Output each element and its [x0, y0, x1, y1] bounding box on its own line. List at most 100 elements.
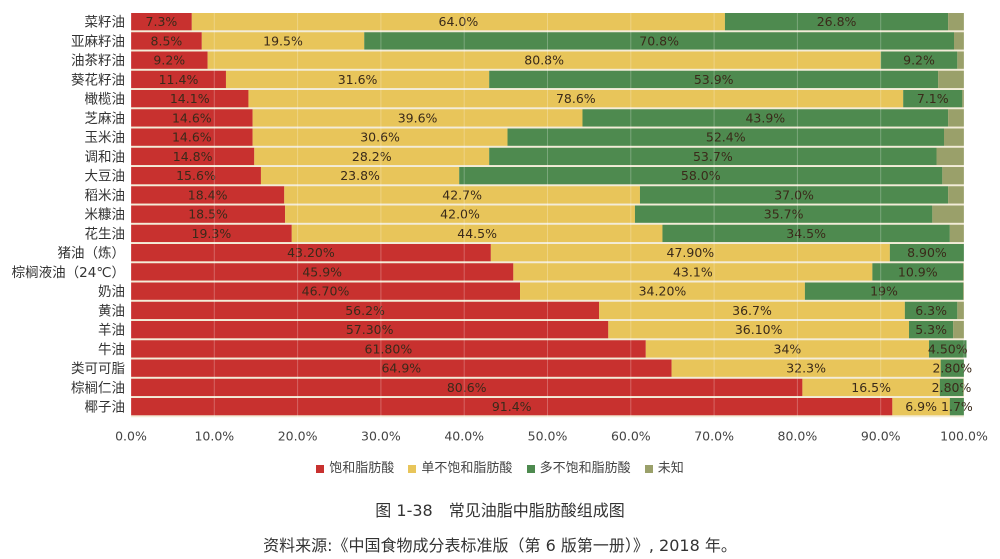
category-label: 棕榈液油（24℃） [12, 265, 125, 281]
data-label: 45.9% [302, 264, 342, 279]
data-label: 8.90% [907, 245, 947, 260]
legend-item-polyunsaturated: 多不饱和脂肪酸 [526, 457, 631, 476]
bar-segment [254, 147, 490, 166]
bar-segment [131, 359, 672, 377]
data-label: 6.9% [905, 399, 937, 414]
data-label: 35.7% [764, 207, 804, 222]
data-label: 37.0% [774, 187, 814, 202]
bar-segment [131, 340, 646, 358]
bar-segment [131, 282, 521, 300]
bar-segment [932, 205, 964, 223]
x-tick-label: 80.0% [778, 428, 818, 443]
data-label: 64.0% [439, 14, 479, 29]
bar-segment [131, 321, 609, 339]
category-label: 橄榄油 [85, 91, 126, 108]
bar-segment [940, 359, 964, 377]
bar-segment [892, 398, 950, 416]
category-label: 牛油 [98, 342, 125, 358]
bar-segment [963, 378, 964, 397]
bar-segment [962, 90, 964, 108]
data-label: 11.4% [159, 72, 199, 87]
data-label: 34.20% [639, 284, 687, 299]
legend-swatch [408, 464, 417, 473]
data-label: 78.6% [556, 91, 596, 106]
legend-label: 多不饱和脂肪酸 [539, 461, 631, 476]
bar-segment [507, 128, 945, 146]
data-label: 53.7% [693, 149, 733, 164]
bar-segment [131, 147, 255, 166]
bar-segment [131, 32, 202, 50]
bar-segment [929, 340, 967, 358]
bar-segment [131, 301, 600, 320]
bar-segment [599, 301, 905, 320]
bar-segment [948, 109, 964, 127]
data-label: 5.3% [915, 322, 947, 337]
bar-segment [131, 109, 253, 127]
bar-segment [957, 51, 964, 69]
x-tick-label: 100.0% [940, 428, 988, 443]
data-label: 8.5% [151, 33, 183, 48]
x-tick-label: 30.0% [361, 428, 401, 443]
data-label: 36.10% [735, 322, 783, 337]
category-label: 菜籽油 [85, 15, 126, 31]
data-label: 2.80% [932, 380, 972, 395]
bar-segment [953, 321, 964, 339]
bar-segment [131, 205, 286, 223]
stacked-bar-chart: 菜籽油 7.3% 64.0% 26.8% 亚麻籽油 8.5% 19.5% 70.8% 油茶籽油 9… [12, 13, 988, 443]
bar-segment [131, 263, 514, 281]
bar-segment [225, 70, 490, 89]
x-tick-label: 90.0% [861, 428, 901, 443]
category-label: 玉米油 [85, 130, 126, 146]
data-label: 34.5% [786, 226, 826, 241]
bar-segment [936, 147, 964, 166]
x-tick-label: 50.0% [528, 428, 568, 443]
data-label: 9.2% [153, 53, 185, 68]
bar-segment [490, 244, 890, 262]
category-label: 调和油 [85, 149, 126, 165]
bar-segment [903, 90, 963, 108]
category-label: 椰子油 [85, 400, 126, 416]
data-label: 46.70% [302, 284, 350, 299]
category-label: 羊油 [98, 323, 125, 339]
legend-item-unknown: 未知 [644, 457, 684, 476]
x-tick-label: 10.0% [194, 428, 234, 443]
bar-segment [608, 321, 910, 339]
data-label: 58.0% [681, 168, 721, 183]
bar-segment [489, 70, 939, 89]
category-label: 芝麻油 [85, 111, 126, 127]
bar-segment [802, 378, 940, 397]
bar-segment [671, 359, 941, 377]
category-label: 米糠油 [85, 206, 126, 223]
bar-segment [131, 244, 491, 262]
data-label: 56.2% [345, 303, 385, 318]
bar-segment [131, 128, 253, 146]
data-label: 6.3% [915, 303, 947, 318]
bar-segment [131, 13, 192, 31]
bar-segment [957, 301, 964, 320]
data-label: 2.80% [932, 361, 972, 376]
bar-segment [513, 263, 873, 281]
data-label: 30.6% [360, 130, 400, 145]
bar-segment [954, 32, 964, 50]
bar-segment [963, 282, 964, 300]
data-label: 36.7% [732, 303, 772, 318]
data-label: 19.5% [263, 33, 303, 48]
bar-segment [639, 186, 949, 204]
data-label: 39.6% [398, 110, 438, 125]
bar-segment [938, 70, 964, 89]
data-label: 16.5% [851, 380, 891, 395]
legend-label: 饱和脂肪酸 [329, 461, 395, 476]
category-label: 亚麻籽油 [71, 34, 125, 50]
category-label: 稻米油 [85, 188, 126, 204]
data-label: 18.5% [188, 207, 228, 222]
data-label: 43.20% [287, 245, 335, 260]
bar-segment [939, 378, 964, 397]
bar-segment [131, 70, 226, 89]
bar-segment [131, 167, 261, 185]
bar-segment [944, 128, 964, 146]
legend: 饱和脂肪酸 单不饱和脂肪酸 多不饱和脂肪酸 未知 [0, 457, 1000, 476]
category-label: 大豆油 [85, 169, 126, 185]
data-label: 42.7% [442, 187, 482, 202]
x-tick-label: 20.0% [278, 428, 318, 443]
legend-swatch [526, 464, 535, 473]
